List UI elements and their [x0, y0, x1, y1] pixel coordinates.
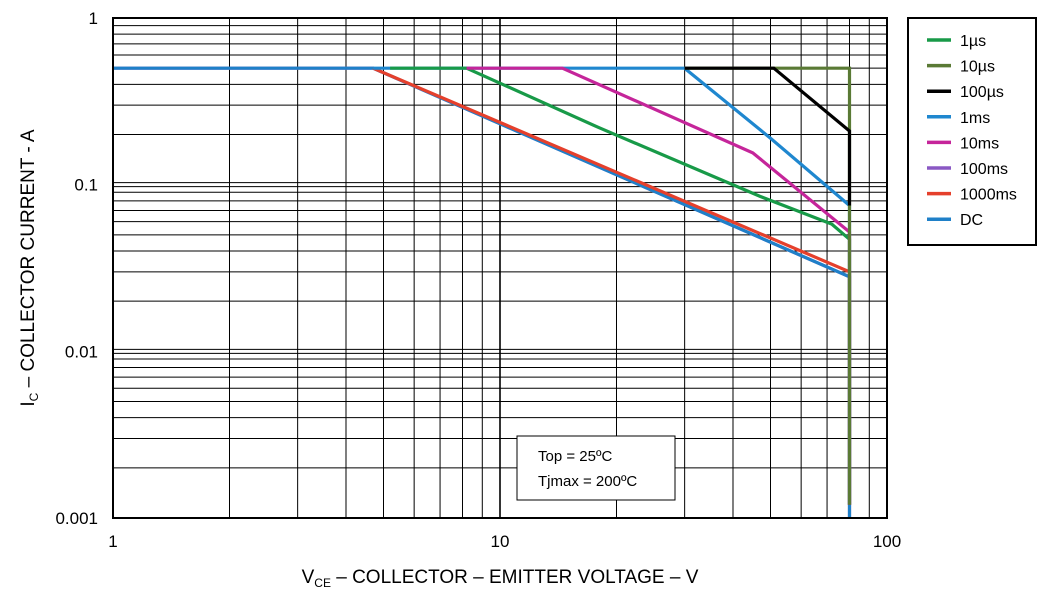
y-axis-title-rest: – COLLECTOR CURRENT - A: [18, 129, 39, 393]
x-axis-title-main: V: [302, 567, 315, 588]
legend-label: 10ms: [960, 135, 999, 152]
legend-label: 1µs: [960, 33, 986, 50]
legend-label: 100µs: [960, 84, 1004, 101]
y-tick-label: 0.001: [55, 509, 98, 528]
condition-note-line-1: Top = 25ºC: [538, 448, 612, 465]
y-axis-title-main: I: [18, 401, 39, 406]
x-tick-labels: 1 10 100: [108, 532, 901, 551]
legend-label: 10µs: [960, 59, 995, 76]
series-lines: [113, 66, 852, 518]
legend-label: DC: [960, 212, 983, 229]
x-tick-label: 10: [491, 532, 510, 551]
series-line-7: [684, 66, 852, 206]
condition-note-line-2: Tjmax = 200ºC: [538, 473, 637, 490]
plot-frame: [112, 17, 888, 519]
legend-label: 1000ms: [960, 187, 1017, 204]
y-tick-label: 0.01: [65, 342, 98, 361]
x-tick-label: 1: [108, 532, 117, 551]
legend-label: 1ms: [960, 110, 990, 127]
x-axis-title-sub: CE: [314, 576, 331, 590]
x-axis-title: VCE – COLLECTOR – EMITTER VOLTAGE – V: [302, 567, 699, 590]
x-tick-label: 100: [873, 532, 901, 551]
condition-note-box: [516, 435, 676, 501]
legend: 1µs 10µs 100µs 1ms 10ms 100ms 1000ms DC: [907, 17, 1037, 246]
y-tick-label: 0.1: [74, 176, 98, 195]
x-axis-title-rest: – COLLECTOR – EMITTER VOLTAGE – V: [331, 567, 699, 588]
legend-label: 100ms: [960, 161, 1008, 178]
y-tick-label: 1: [89, 9, 98, 28]
condition-note: Top = 25ºC Tjmax = 200ºC: [516, 435, 676, 501]
legend-frame: [907, 17, 1037, 246]
grid-lines: [113, 18, 887, 518]
y-axis-title: IC – COLLECTOR CURRENT - A: [18, 129, 41, 407]
legend-items: 1µs 10µs 100µs 1ms 10ms 100ms 1000ms DC: [927, 33, 1017, 229]
y-tick-labels: 0.001 0.01 0.1 1: [55, 9, 98, 528]
y-axis-title-sub: C: [27, 392, 41, 401]
